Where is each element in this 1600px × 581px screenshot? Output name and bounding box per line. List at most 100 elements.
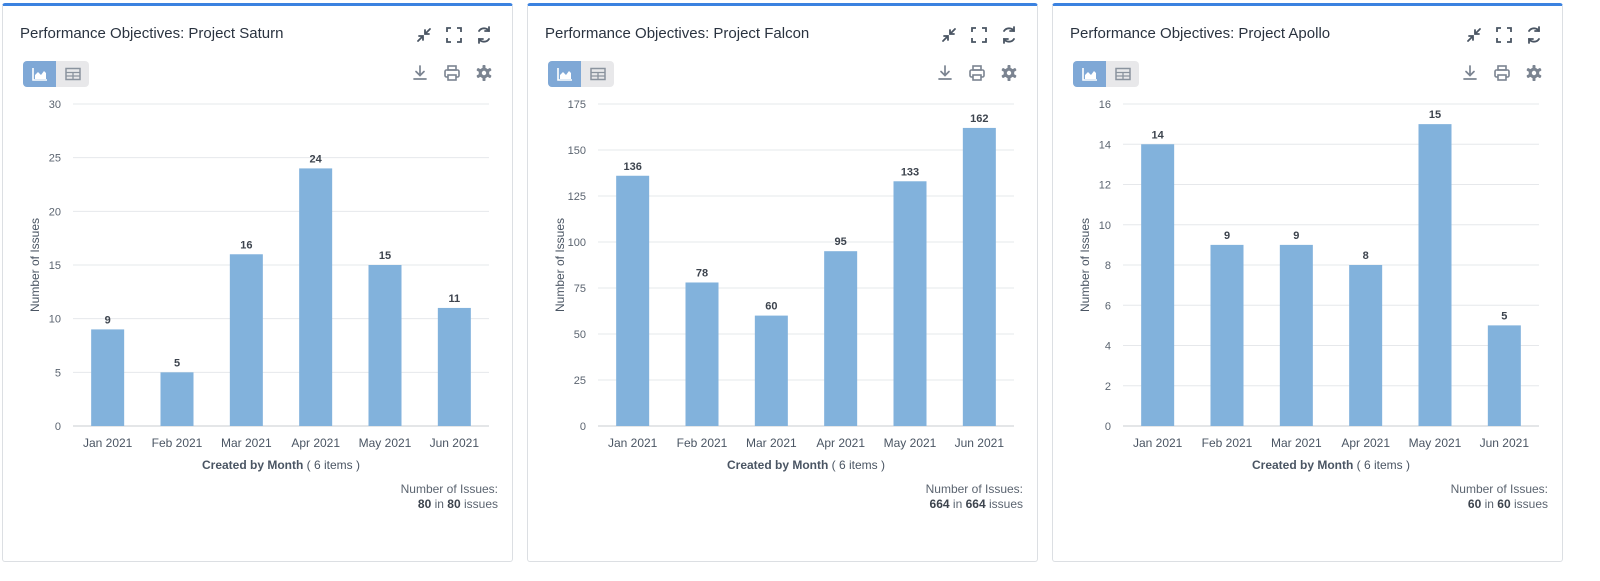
summary-in: in [952,497,963,511]
y-tick-label: 5 [55,367,61,379]
y-tick-label: 0 [55,421,61,433]
x-axis-label: Created by Month ( 6 items ) [1252,458,1410,472]
x-tick-label: May 2021 [359,436,412,450]
data-label: 11 [449,293,461,305]
view-toggle [1073,61,1139,87]
bar [1279,244,1313,426]
x-tick-label: Jun 2021 [1480,436,1530,450]
gadget-panel: Performance Objectives: Project Apollo [1052,3,1563,562]
bar [685,282,719,426]
summary-count: 664 [929,497,950,511]
data-label: 9 [105,314,111,326]
chart-view-button[interactable] [548,61,581,87]
summary-total: 80 [447,497,461,511]
y-tick-label: 10 [1099,220,1111,232]
summary-label: Number of Issues: [1450,482,1548,496]
x-tick-label: Apr 2021 [291,436,340,450]
x-axis-item-count: ( 6 items ) [303,458,360,472]
print-icon[interactable] [443,64,461,82]
chart-view-icon [556,68,572,81]
print-icon[interactable] [1493,64,1511,82]
download-icon[interactable] [1461,64,1479,82]
data-label: 133 [901,166,919,178]
data-label: 15 [379,250,391,262]
y-tick-label: 125 [568,191,586,203]
bar [1349,265,1383,426]
chart-view-button[interactable] [23,61,56,87]
download-icon[interactable] [936,64,954,82]
table-view-icon [1114,67,1131,81]
bar [1210,244,1244,426]
y-axis-label: Number of Issues [553,218,567,312]
summary-label: Number of Issues: [925,482,1023,496]
y-tick-label: 0 [580,421,586,433]
y-tick-label: 25 [49,153,61,165]
summary-in: in [1484,497,1494,511]
fullscreen-icon[interactable] [444,25,464,45]
collapse-icon[interactable] [414,25,434,45]
data-label: 5 [1501,310,1507,322]
x-tick-label: Mar 2021 [221,436,272,450]
download-icon[interactable] [411,64,429,82]
y-tick-label: 14 [1099,139,1111,151]
bar [1141,144,1175,426]
x-tick-label: Mar 2021 [746,436,797,450]
x-tick-label: Feb 2021 [1202,436,1253,450]
issue-summary: Number of Issues: 664 in 664 issues [926,482,1023,512]
data-label: 78 [696,267,708,279]
gear-icon[interactable] [1525,64,1543,82]
bar [1487,325,1521,426]
print-icon[interactable] [968,64,986,82]
summary-counts: 80 in 80 issues [401,497,498,512]
bar [962,127,996,427]
table-view-button[interactable] [56,61,89,87]
x-axis-label: Created by Month ( 6 items ) [727,458,885,472]
data-label: 16 [240,239,252,251]
x-tick-label: Apr 2021 [816,436,865,450]
x-tick-label: May 2021 [884,436,937,450]
collapse-icon[interactable] [1464,25,1484,45]
refresh-icon[interactable] [1524,25,1544,45]
y-tick-label: 10 [49,314,61,326]
x-tick-label: Jun 2021 [430,436,480,450]
chart-view-button[interactable] [1073,61,1106,87]
chart-view-icon [31,68,47,81]
chart-view-icon [1081,68,1097,81]
gear-icon[interactable] [475,64,493,82]
x-axis-title: Created by Month [727,458,828,472]
fullscreen-icon[interactable] [969,25,989,45]
y-axis-label: Number of Issues [1078,218,1092,312]
issue-summary: Number of Issues: 60 in 60 issues [1451,482,1548,512]
y-tick-label: 75 [574,283,586,295]
data-label: 60 [765,301,777,313]
table-view-icon [589,67,606,81]
refresh-icon[interactable] [474,25,494,45]
table-view-button[interactable] [1106,61,1139,87]
panel-title: Performance Objectives: Project Apollo [1070,25,1331,42]
summary-unit: issues [1513,497,1548,511]
table-view-icon [64,67,81,81]
x-tick-label: Mar 2021 [1271,436,1322,450]
y-tick-label: 12 [1099,180,1111,192]
y-tick-label: 150 [568,145,586,157]
bar [299,168,333,426]
bar [824,251,858,426]
gear-icon[interactable] [1000,64,1018,82]
y-tick-label: 2 [1105,381,1111,393]
view-toggle [23,61,89,87]
summary-unit: issues [463,497,498,511]
collapse-icon[interactable] [939,25,959,45]
data-label: 162 [970,113,988,125]
bar [160,372,194,426]
bar [91,329,125,426]
x-axis-title: Created by Month [1252,458,1353,472]
y-tick-label: 16 [1099,99,1111,111]
fullscreen-icon[interactable] [1494,25,1514,45]
gadget-panel: Performance Objectives: Project Falcon [527,3,1038,562]
x-axis-label: Created by Month ( 6 items ) [202,458,360,472]
table-view-button[interactable] [581,61,614,87]
panel-title: Performance Objectives: Project Saturn [20,25,284,42]
y-tick-label: 50 [574,329,586,341]
y-tick-label: 30 [49,99,61,111]
refresh-icon[interactable] [999,25,1019,45]
